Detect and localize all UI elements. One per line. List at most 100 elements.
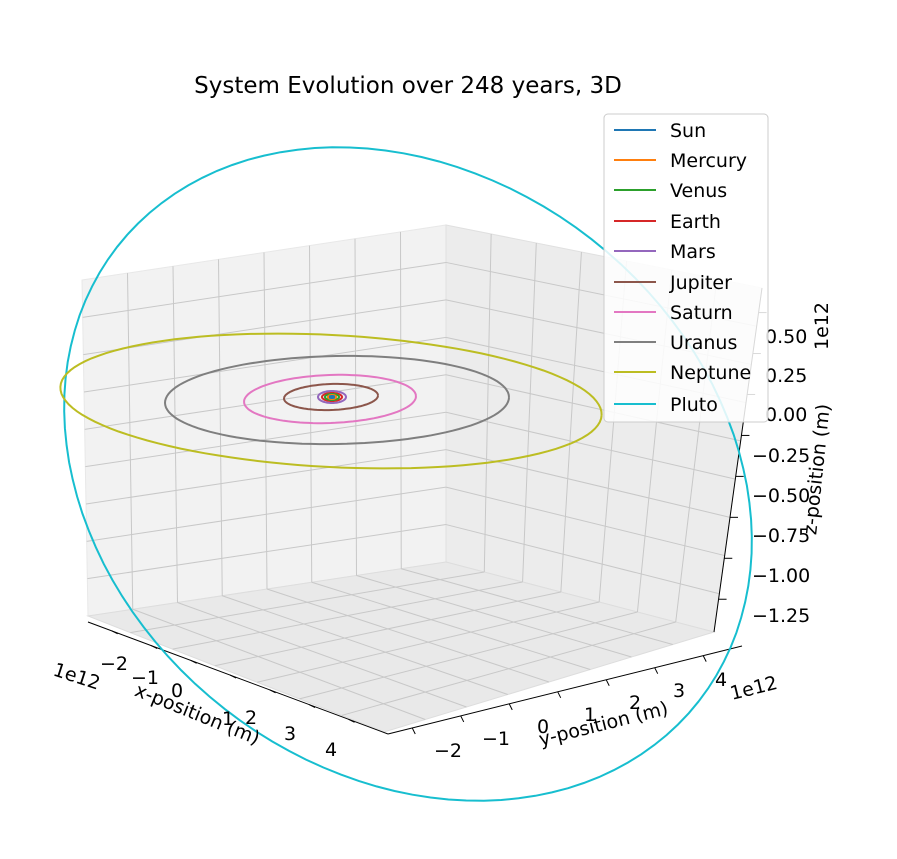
legend-items: Sun Mercury Venus Earth Mars Jupiter [614,120,751,416]
x-axis-line [87,621,389,735]
tick-mark [605,679,610,686]
x-tick-label: −1 [131,667,159,689]
gridline [84,374,447,430]
gridline [85,411,447,468]
gridline [483,233,492,573]
y-tick-label: 3 [673,680,685,702]
gridline [86,486,447,542]
tick-mark [654,667,659,674]
gridlines [82,231,757,720]
z-tick-label: −1.25 [752,605,810,627]
legend-label: Sun [670,120,706,142]
tick-mark [411,727,416,735]
gridline [266,588,550,683]
tick-mark [702,655,707,662]
gridline [87,524,447,580]
legend-entry: Pluto [614,394,718,416]
gridline [222,595,508,695]
gridline [522,242,537,583]
legend-label: Mars [670,241,716,263]
gridline [401,568,673,645]
gridline [172,581,523,650]
legend-entry: Mercury [614,150,747,172]
gridline [299,611,638,700]
gridline [214,591,561,667]
tick-mark [190,659,197,664]
tick-mark [150,645,158,650]
y-tick-label: −1 [482,728,510,750]
x-tick-label: 2 [245,707,257,729]
x-tick-label: −2 [100,653,128,675]
y-tick-label: 4 [715,669,727,691]
x-tick-label: 3 [284,723,296,745]
legend-label: Venus [670,180,727,202]
legend-entry: Earth [614,211,721,233]
x-axis-label: x-position (m) [132,679,263,749]
legend-entry: Uranus [614,332,737,354]
tick-mark [308,704,316,708]
gridline [127,273,134,610]
tick-mark [557,691,562,699]
legend-entry: Sun [614,120,706,142]
gridline [356,575,632,658]
orbit-neptune [59,332,603,470]
gridline [341,621,676,716]
tick-mark [229,674,237,679]
z-tick-label: 0.00 [765,404,807,426]
x-scale-label: 1e12 [50,659,102,695]
gridline [445,374,741,442]
gridline [172,266,178,603]
legend-entry: Saturn [614,302,733,324]
legend-entry: Venus [614,180,727,202]
legend-entry: Jupiter [614,272,732,294]
y-tick-label: 2 [629,692,641,714]
tick-mark [460,715,465,723]
z-tick-label: −1.00 [752,565,810,587]
orbit-earth [321,392,343,402]
orbit-venus [324,393,340,401]
tick-mark [269,689,276,694]
orbit-saturn [243,373,417,425]
gridline [85,449,447,505]
orbit-uranus [163,354,510,446]
tick-mark [111,630,118,635]
gridline [132,608,426,720]
y-tick-label: −2 [434,740,462,762]
z-scale-label: 1e12 [811,302,833,350]
x-tick-label: 4 [325,739,337,761]
x-tick-label: 0 [171,680,183,702]
gridline [82,261,447,318]
tick-mark [348,718,355,723]
gridline [560,251,582,593]
y-tick-label: 1 [584,704,596,726]
gridline [445,524,720,595]
z-tick-label: −0.75 [752,525,810,547]
legend-label: Uranus [670,332,737,354]
orbit-jupiter [282,382,379,412]
y-axis-line [387,645,743,735]
x-tick-labels: −2 −1 0 1 2 3 4 [100,653,337,761]
z-tick-label: −0.50 [752,485,810,507]
gridline [257,601,600,683]
chart-title: System Evolution over 248 years, 3D [194,73,622,99]
z-tick-label: −0.25 [752,445,810,467]
gridline [309,245,313,583]
legend: Sun Mercury Venus Earth Mars Jupiter [603,113,769,423]
z-tick-label: 0.25 [765,365,807,387]
legend-entry: Neptune [614,362,751,384]
x-tick-label: 1 [222,708,234,730]
legend-label: Neptune [670,362,751,384]
orbit-sun [329,395,335,399]
tick-mark [508,703,513,711]
orbit-mars [317,390,347,404]
legend-label: Saturn [670,302,733,324]
gridline [218,259,223,596]
gridline [311,581,591,670]
gridline [177,602,467,708]
legend-label: Earth [670,211,721,233]
gridline [130,571,485,634]
legend-entry: Mars [614,241,716,263]
gridline [400,231,402,569]
